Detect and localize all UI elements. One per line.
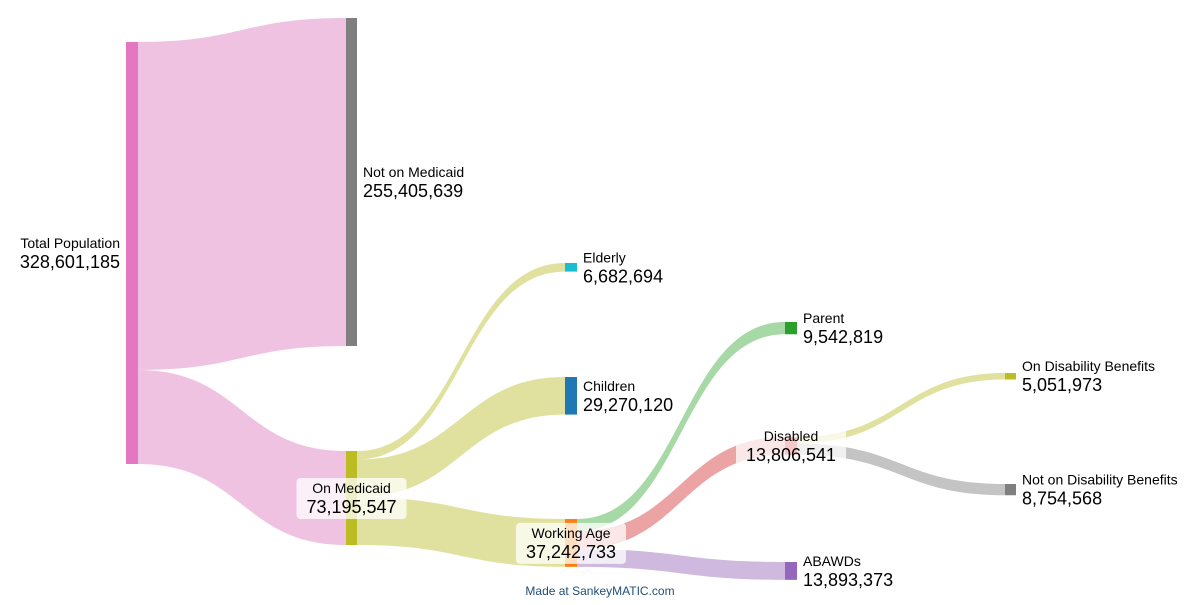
node-label: Children [583,378,635,394]
node-on-disability [1005,373,1016,380]
node-label: Parent [803,310,844,326]
node-label: On Disability Benefits [1022,358,1155,374]
node-parent [785,322,797,335]
node-abawds [785,562,797,580]
node-label: Working Age [531,525,610,541]
node-label: Elderly [583,249,626,265]
node-not-disability [1005,484,1016,496]
flow-disabled-to-not-disability [797,443,1005,496]
flow-on-medicaid-to-elderly [357,263,565,460]
node-value: 6,682,694 [583,266,663,286]
flow-total-to-on-medicaid [138,369,346,545]
node-value: 73,195,547 [306,497,396,517]
flow-layer [138,18,1005,580]
node-label: ABAWDs [803,553,861,569]
node-elderly [565,263,577,272]
node-value: 13,806,541 [746,445,836,465]
node-not-medicaid [346,18,357,346]
flow-on-medicaid-to-children [357,377,565,498]
credit-text: Made at SankeyMATIC.com [525,584,674,598]
node-total [126,42,138,464]
node-children [565,377,577,415]
node-value: 255,405,639 [363,181,463,201]
node-label: Not on Medicaid [363,164,464,180]
flow-working-age-to-disabled [577,437,785,549]
flow-on-medicaid-to-working-age [357,497,565,567]
label-background [736,425,846,467]
label-background [296,478,407,519]
node-label: Disabled [764,428,818,444]
node-value: 8,754,568 [1022,489,1102,509]
node-label: On Medicaid [312,480,391,496]
node-value: 5,051,973 [1022,375,1102,395]
node-label: Not on Disability Benefits [1022,472,1178,488]
flow-total-to-not-medicaid [138,18,346,370]
node-value: 37,242,733 [526,542,616,562]
node-label: Total Population [20,235,120,251]
node-value: 328,601,185 [20,252,120,272]
node-value: 9,542,819 [803,327,883,347]
flow-disabled-to-on-disability [797,373,1005,444]
flow-working-age-to-parent [577,322,785,532]
label-background [516,522,626,564]
flow-working-age-to-abawds [577,548,785,580]
node-value: 13,893,373 [803,570,893,590]
node-value: 29,270,120 [583,395,673,415]
